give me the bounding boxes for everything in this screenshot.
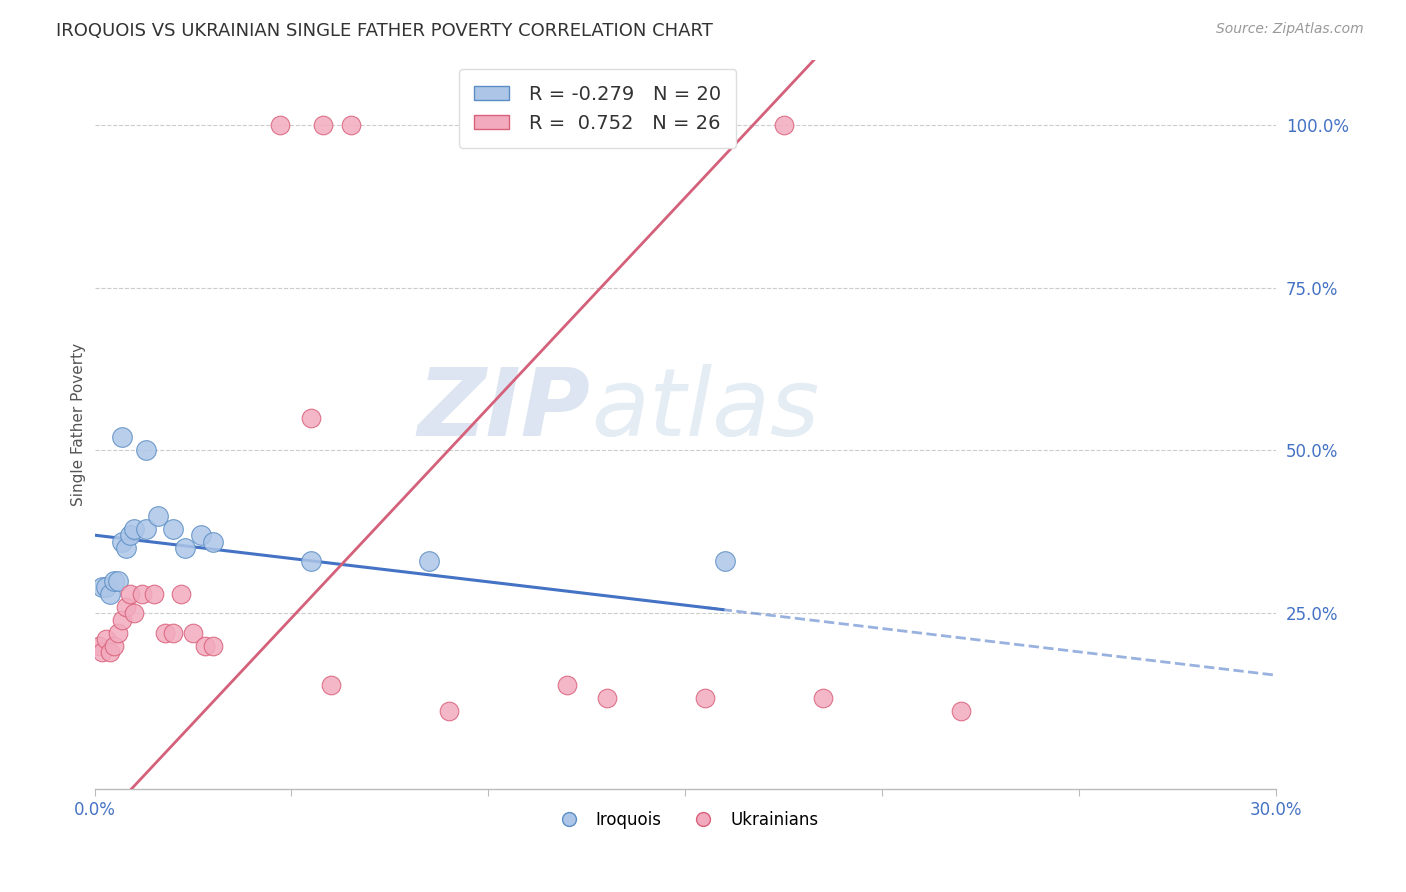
Point — [299, 410, 322, 425]
Text: atlas: atlas — [591, 364, 820, 455]
Point — [111, 534, 134, 549]
Point — [170, 587, 193, 601]
Point — [181, 625, 204, 640]
Point — [96, 580, 118, 594]
Point — [155, 625, 177, 640]
Point — [122, 607, 145, 621]
Point — [772, 118, 794, 132]
Legend: Iroquois, Ukrainians: Iroquois, Ukrainians — [546, 805, 825, 836]
Point — [201, 639, 224, 653]
Point — [115, 541, 138, 556]
Point — [96, 632, 118, 647]
Point — [87, 639, 110, 653]
Point — [118, 587, 141, 601]
Point — [190, 528, 212, 542]
Point — [98, 645, 121, 659]
Point — [950, 704, 973, 718]
Point — [555, 678, 578, 692]
Point — [122, 522, 145, 536]
Point — [111, 613, 134, 627]
Point — [118, 528, 141, 542]
Point — [312, 118, 335, 132]
Point — [146, 508, 169, 523]
Point — [174, 541, 197, 556]
Point — [131, 587, 153, 601]
Point — [194, 639, 217, 653]
Point — [162, 522, 184, 536]
Point — [142, 587, 165, 601]
Point — [319, 678, 342, 692]
Point — [111, 430, 134, 444]
Text: Source: ZipAtlas.com: Source: ZipAtlas.com — [1216, 22, 1364, 37]
Point — [103, 639, 125, 653]
Point — [98, 587, 121, 601]
Point — [135, 522, 157, 536]
Point — [91, 645, 114, 659]
Point — [103, 574, 125, 588]
Point — [107, 574, 129, 588]
Point — [201, 534, 224, 549]
Text: IROQUOIS VS UKRAINIAN SINGLE FATHER POVERTY CORRELATION CHART: IROQUOIS VS UKRAINIAN SINGLE FATHER POVE… — [56, 22, 713, 40]
Point — [299, 554, 322, 568]
Point — [811, 691, 834, 706]
Point — [339, 118, 361, 132]
Point — [418, 554, 440, 568]
Point — [713, 554, 735, 568]
Point — [516, 118, 538, 132]
Point — [269, 118, 291, 132]
Y-axis label: Single Father Poverty: Single Father Poverty — [72, 343, 86, 506]
Text: ZIP: ZIP — [418, 364, 591, 456]
Point — [693, 691, 716, 706]
Point — [595, 691, 617, 706]
Point — [437, 704, 460, 718]
Point — [162, 625, 184, 640]
Point — [115, 599, 138, 614]
Point — [107, 625, 129, 640]
Point — [91, 580, 114, 594]
Point — [135, 443, 157, 458]
